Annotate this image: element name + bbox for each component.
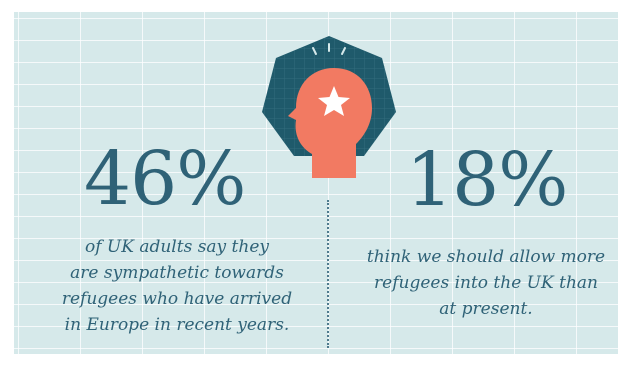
head-star-icon	[262, 36, 396, 178]
caption-allow-more: think we should allow more refugees into…	[350, 244, 618, 322]
stat-sympathetic-percent: 46%	[84, 136, 246, 222]
caption-sympathetic: of UK adults say they are sympathetic to…	[32, 234, 322, 338]
caption-line: of UK adults say they	[84, 237, 270, 257]
stat-allow-more-percent: 18%	[406, 137, 568, 223]
caption-line: think we should allow more	[366, 247, 606, 267]
caption-line: refugees who have arrived	[61, 289, 293, 309]
caption-line: refugees into the UK than	[374, 273, 598, 293]
caption-line: in Europe in recent years.	[64, 315, 290, 335]
caption-line: at present.	[439, 299, 533, 319]
dotted-divider	[327, 200, 329, 348]
infographic-card: 46% 18% of UK adults say they are sympat…	[14, 12, 618, 354]
caption-line: are sympathetic towards	[70, 263, 284, 283]
